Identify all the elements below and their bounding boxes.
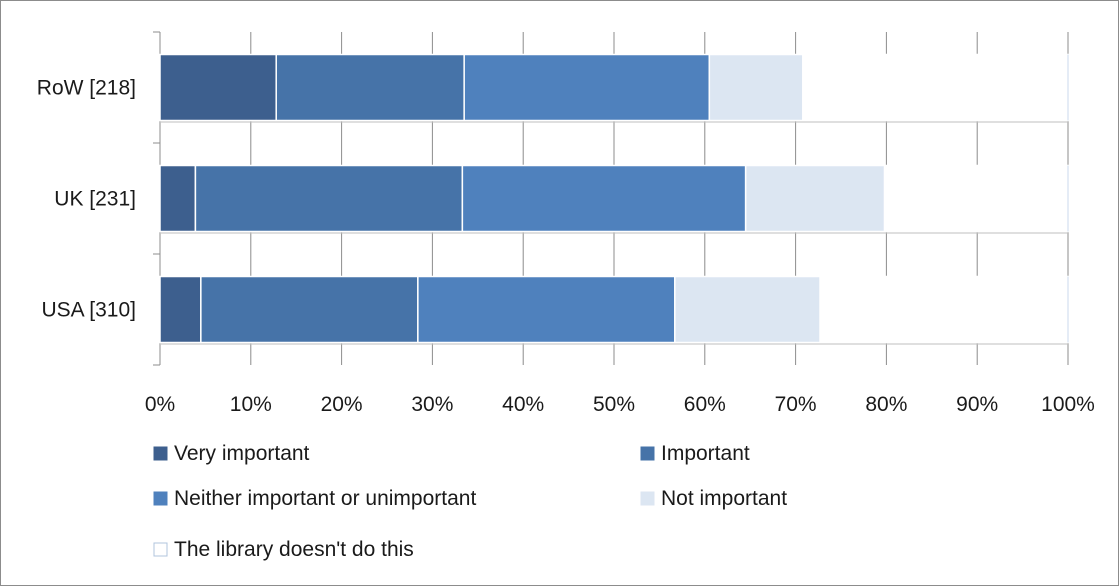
- legend-swatch: [153, 542, 168, 557]
- bar-segment: [819, 275, 1069, 344]
- y-tick-label: UK [231]: [54, 188, 136, 211]
- legend-swatch: [153, 446, 168, 461]
- x-tick-label: 100%: [1041, 393, 1095, 416]
- legend-label: Very important: [174, 442, 310, 465]
- bar-segment: [159, 164, 197, 233]
- x-tick-label: 10%: [230, 393, 272, 416]
- y-tick-label: RoW [218]: [37, 77, 136, 100]
- x-tick-label: 70%: [775, 393, 817, 416]
- bar-segment: [159, 275, 202, 344]
- legend-label: Not important: [661, 487, 787, 510]
- x-tick-label: 0%: [145, 393, 175, 416]
- bar-segment: [674, 275, 821, 344]
- y-axis: [153, 31, 161, 366]
- y-tick-label: USA [310]: [41, 299, 136, 322]
- legend-swatch: [640, 491, 655, 506]
- bars: [159, 53, 1069, 345]
- bar-segment: [159, 53, 277, 122]
- bar-segment: [417, 275, 676, 344]
- x-tick-label: 50%: [593, 393, 635, 416]
- bar-segment: [463, 53, 711, 122]
- legend-label: Neither important or unimportant: [174, 487, 476, 510]
- x-tick-label: 40%: [502, 393, 544, 416]
- bar-segment: [708, 53, 804, 122]
- x-tick-label: 60%: [684, 393, 726, 416]
- bar-segment: [883, 164, 1069, 233]
- legend-label: Important: [661, 442, 750, 465]
- legend-swatch: [153, 491, 168, 506]
- legend: Very important Important Neither important…: [153, 442, 787, 561]
- bar-segment: [744, 164, 886, 233]
- x-tick-label: 30%: [411, 393, 453, 416]
- y-axis-category-labels: RoW [218] UK [231] USA [310]: [37, 77, 136, 322]
- legend-swatch: [640, 446, 655, 461]
- x-tick-label: 80%: [865, 393, 907, 416]
- bar-segment: [802, 53, 1069, 122]
- x-axis-tick-labels: 0% 10% 20% 30% 40% 50% 60% 70% 80% 90% 100%: [145, 393, 1095, 416]
- x-tick-label: 20%: [321, 393, 363, 416]
- bar-segment: [200, 275, 419, 344]
- legend-label: The library doesn't do this: [174, 538, 414, 561]
- x-tick-label: 90%: [956, 393, 998, 416]
- bar-segment: [194, 164, 464, 233]
- bar-segment: [461, 164, 747, 233]
- bar-segment: [275, 53, 465, 122]
